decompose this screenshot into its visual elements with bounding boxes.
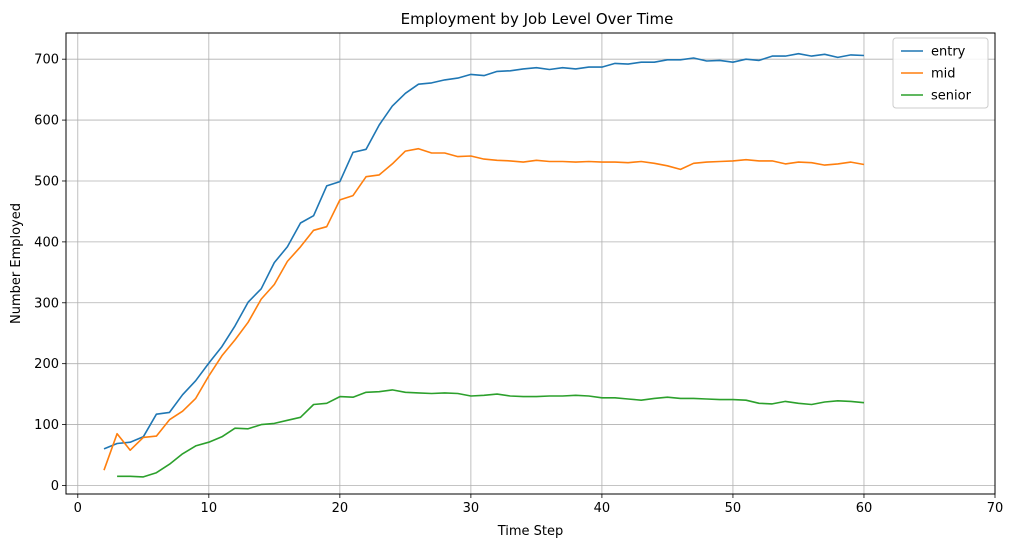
y-axis-label: Number Employed bbox=[9, 203, 24, 324]
series-line-senior bbox=[117, 389, 865, 478]
y-tick-label: 500 bbox=[34, 174, 59, 189]
x-axis: 0 10 20 30 40 50 60 70 bbox=[74, 494, 1004, 516]
x-tick-label: 60 bbox=[856, 501, 873, 516]
x-tick-label: 70 bbox=[987, 501, 1004, 516]
legend-label-senior: senior bbox=[931, 89, 972, 104]
series-line-mid bbox=[103, 147, 865, 471]
y-tick-label: 200 bbox=[34, 357, 59, 372]
grid bbox=[66, 33, 996, 494]
x-tick-label: 40 bbox=[594, 501, 611, 516]
plot-frame bbox=[65, 32, 996, 495]
y-axis: 0 100 200 300 400 500 600 700 bbox=[34, 53, 66, 494]
legend-box bbox=[892, 37, 989, 109]
x-tick-label: 20 bbox=[332, 501, 349, 516]
y-tick-label: 600 bbox=[34, 114, 59, 129]
x-tick-label: 0 bbox=[74, 501, 82, 516]
y-tick-label: 100 bbox=[34, 418, 59, 433]
y-tick-label: 700 bbox=[34, 53, 59, 68]
x-tick-label: 50 bbox=[725, 501, 742, 516]
series-lines bbox=[103, 52, 865, 478]
chart-title: Employment by Job Level Over Time bbox=[401, 10, 674, 28]
legend-label-mid: mid bbox=[931, 67, 956, 82]
y-tick-label: 300 bbox=[34, 296, 59, 311]
legend-label-entry: entry bbox=[931, 45, 966, 60]
y-tick-label: 0 bbox=[51, 479, 59, 494]
x-axis-label: Time Step bbox=[497, 524, 564, 539]
y-tick-label: 400 bbox=[34, 235, 59, 250]
x-tick-label: 30 bbox=[463, 501, 480, 516]
x-tick-label: 10 bbox=[201, 501, 218, 516]
legend: entry mid senior bbox=[892, 37, 989, 109]
series-line-entry bbox=[103, 52, 865, 450]
